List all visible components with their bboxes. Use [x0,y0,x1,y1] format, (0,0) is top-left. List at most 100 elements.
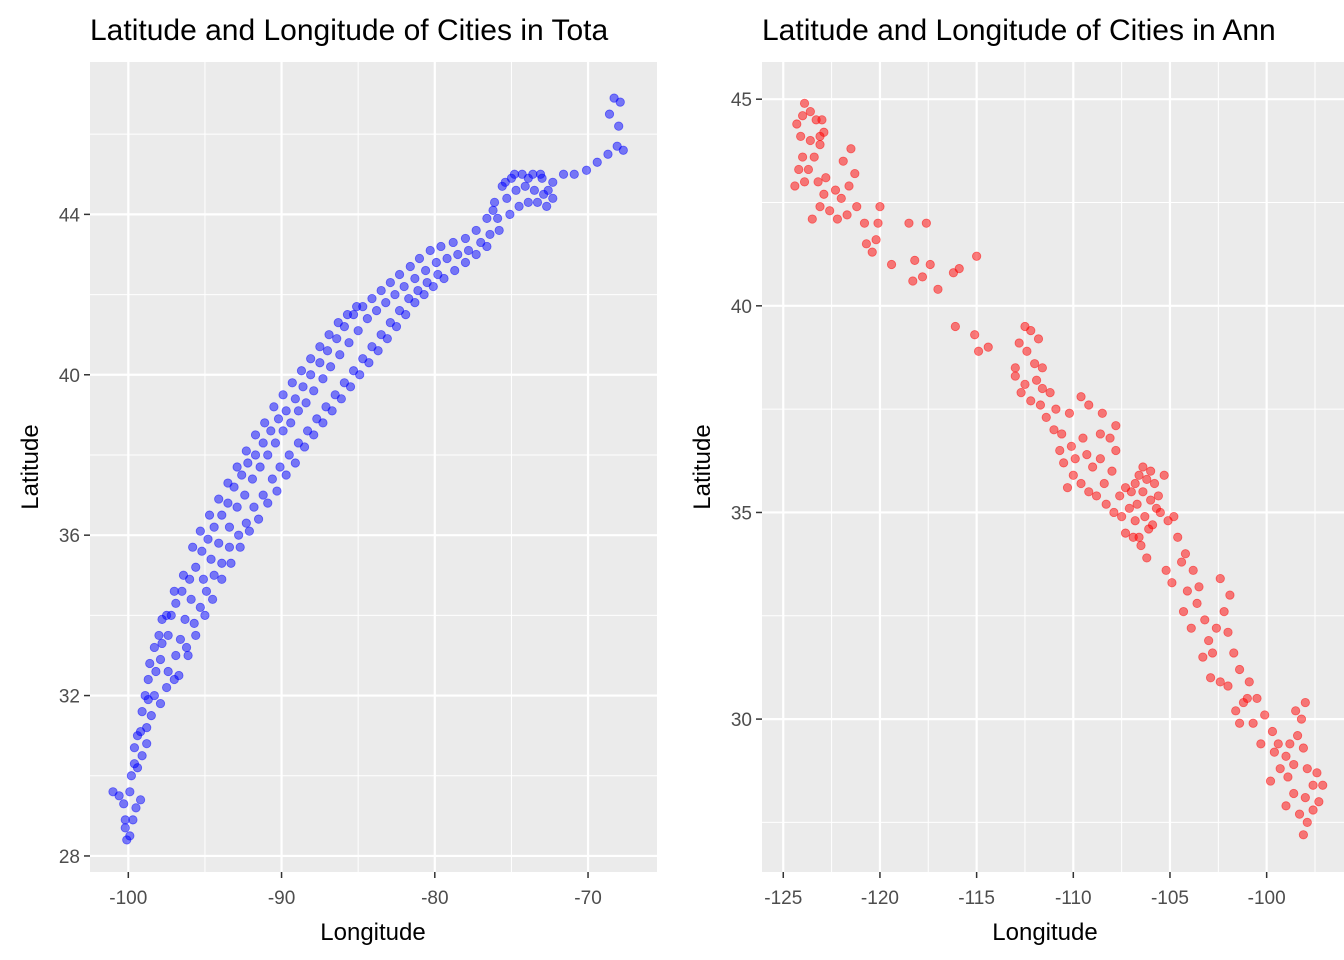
left-x-tick-label: -100 [109,888,147,909]
right-data-point [1041,412,1051,423]
right-data-point [1265,776,1276,786]
left-data-point [154,630,164,641]
left-data-point [306,370,316,380]
left-data-point [235,542,245,552]
right-data-point [836,193,846,203]
left-data-point [460,257,471,268]
right-data-point [1051,404,1061,414]
left-data-point [345,382,356,392]
right-x-tick-label: -115 [958,888,995,909]
left-data-point [523,173,533,183]
right-data-point [1117,511,1127,522]
left-data-point [290,458,300,468]
left-data-point [581,165,592,175]
left-data-point [223,498,233,508]
left-data-point [270,438,281,448]
right-data-point [1026,326,1036,336]
right-data-point [815,131,825,141]
right-data-point [1091,491,1102,501]
left-data-point [191,562,201,572]
right-data-point [867,247,877,257]
right-data-point [1215,573,1225,584]
right-data-point [873,218,883,228]
right-data-point [1242,693,1252,704]
left-data-point [509,169,520,179]
left-x-tick-label: -80 [421,888,448,909]
right-data-point [1078,433,1088,443]
right-data-point [1198,652,1208,662]
right-points [790,98,1328,840]
left-data-point [286,418,296,428]
right-data-point [1269,747,1279,757]
right-data-point [1068,470,1078,480]
right-y-ticks: 30 35 40 45 [731,90,762,731]
right-data-point [1130,516,1140,526]
right-data-point [1026,396,1036,406]
right-data-point [1014,338,1024,348]
left-data-point [362,314,372,324]
right-data-point [1134,532,1144,542]
right-data-point [1151,503,1162,513]
left-data-point [278,390,288,400]
left-data-point [189,618,199,628]
left-data-point [181,642,192,653]
right-data-point [1062,483,1073,493]
right-data-point [1022,346,1032,356]
left-data-point [155,654,166,665]
right-data-point [1314,797,1324,807]
right-data-point [1194,582,1204,592]
right-data-point [1291,706,1301,716]
right-data-point [1180,549,1191,559]
right-data-point [1302,764,1312,774]
right-data-point [813,177,823,187]
right-data-point [796,131,806,141]
right-data-point [1300,697,1310,708]
left-data-point [266,426,276,436]
left-data-point [281,470,291,480]
left-data-point [325,362,336,372]
right-data-point [925,259,935,270]
left-data-point [442,253,452,264]
right-data-point [1076,478,1086,489]
left-data-point [532,197,543,207]
right-data-point [838,156,848,166]
left-data-point [439,273,449,284]
left-data-point [217,574,227,584]
left-data-point [209,570,219,580]
left-data-point [137,751,147,761]
right-data-point [1010,363,1020,373]
left-data-point [410,297,420,308]
right-data-point [970,330,980,340]
left-data-point [203,534,213,544]
left-data-point [198,574,208,584]
left-data-point [255,462,265,472]
left-data-point [382,334,392,344]
left-data-point [463,245,474,256]
right-data-point [1030,359,1040,369]
left-data-point [414,253,425,264]
left-data-point [249,502,259,512]
left-data-point [223,478,233,488]
right-data-point [1281,801,1291,811]
left-data-point [135,795,146,805]
right-data-point [1084,400,1094,410]
left-y-tick-label: 36 [59,526,80,547]
right-data-point [1308,805,1318,815]
left-data-point [419,289,429,300]
right-data-point [1101,499,1111,509]
left-data-point [263,498,273,508]
right-data-point [1192,598,1202,608]
right-data-point [1231,706,1241,716]
left-data-point [401,310,411,320]
right-data-point [805,135,815,146]
left-data-point [186,594,196,604]
left-data-point [353,326,363,336]
left-panel-title: Latitude and Longitude of Cities in Tota [90,14,608,47]
right-data-point [1289,788,1299,799]
right-data-point [1273,739,1283,749]
right-data-point [1016,388,1026,398]
right-data-point [954,264,964,274]
right-y-axis-title: Latitude [689,424,716,509]
left-data-point [180,614,190,624]
left-data-point [371,306,382,316]
